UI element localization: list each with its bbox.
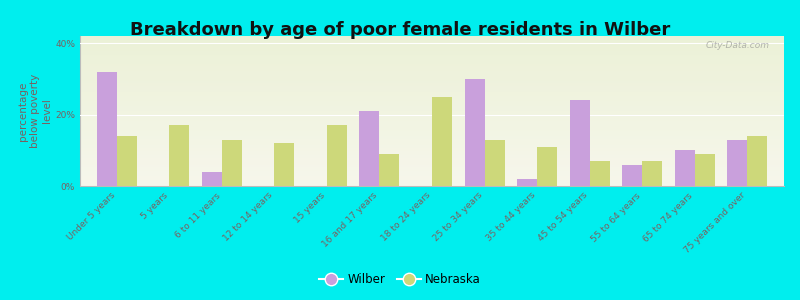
Bar — [465, 79, 485, 186]
Bar — [485, 140, 505, 186]
Y-axis label: percentage
below poverty
level: percentage below poverty level — [18, 74, 52, 148]
Bar — [117, 136, 137, 186]
Bar — [674, 150, 694, 186]
Bar — [202, 172, 222, 186]
Bar — [537, 147, 557, 186]
Bar — [590, 161, 610, 186]
Bar — [432, 97, 452, 186]
Bar — [97, 72, 117, 186]
Bar — [274, 143, 294, 186]
Bar — [517, 179, 537, 186]
Bar — [642, 161, 662, 186]
Text: Breakdown by age of poor female residents in Wilber: Breakdown by age of poor female resident… — [130, 21, 670, 39]
Bar — [694, 154, 714, 186]
Bar — [727, 140, 747, 186]
Bar — [622, 165, 642, 186]
Bar — [222, 140, 242, 186]
Bar — [170, 125, 190, 186]
Bar — [359, 111, 379, 186]
Legend: Wilber, Nebraska: Wilber, Nebraska — [314, 269, 486, 291]
Text: City-Data.com: City-Data.com — [706, 40, 770, 50]
Bar — [570, 100, 590, 186]
Bar — [327, 125, 347, 186]
Bar — [379, 154, 399, 186]
Bar — [747, 136, 767, 186]
